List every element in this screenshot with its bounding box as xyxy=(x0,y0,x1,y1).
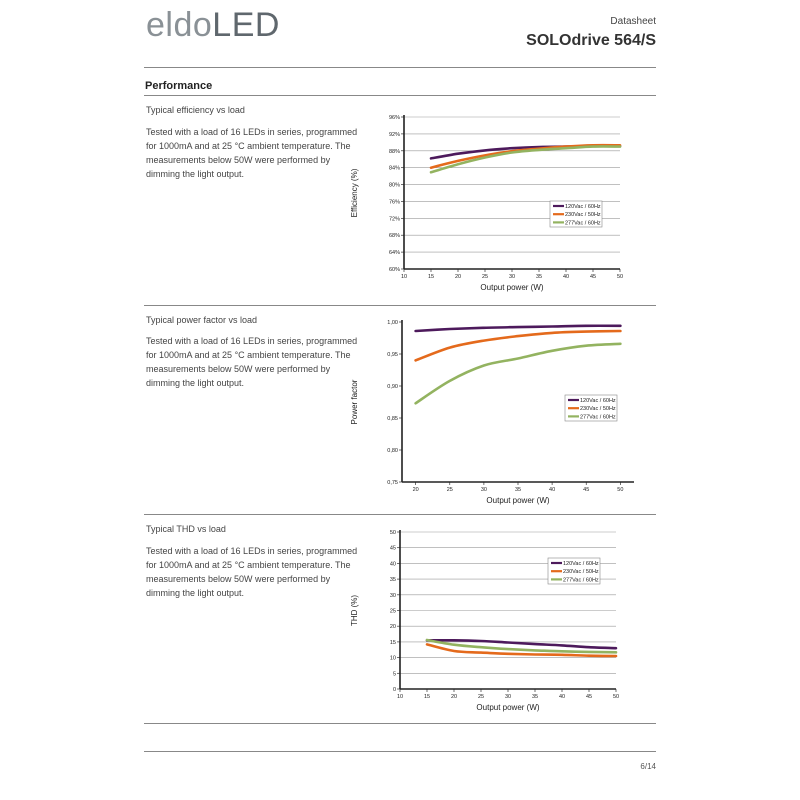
y-tick-label: 1,00 xyxy=(387,320,398,326)
legend-label-0: 120Vac / 60Hz xyxy=(580,398,616,404)
y-tick-label: 20 xyxy=(390,624,396,630)
x-tick-label: 50 xyxy=(617,274,623,280)
x-tick-label: 45 xyxy=(590,274,596,280)
x-tick-label: 30 xyxy=(505,694,511,700)
series-line-2 xyxy=(425,638,618,654)
x-tick-label: 15 xyxy=(424,694,430,700)
power-factor-block-title: Typical power factor vs load xyxy=(146,315,258,325)
legend-label-0: 120Vac / 60Hz xyxy=(565,204,601,210)
thd-chart: 0 5 10 15 20 25 30 35 40 45 50 10 15 20 25 30 35 40 45 50 Ou… xyxy=(350,530,619,712)
x-axis-label: Output power (W) xyxy=(480,283,543,292)
document-type: Datasheet xyxy=(610,16,656,27)
footer-divider xyxy=(144,751,656,752)
series-line-1 xyxy=(425,643,618,658)
logo-text-strong: LED xyxy=(212,6,280,44)
legend-label-2: 277Vac / 60Hz xyxy=(565,220,601,226)
y-tick-label: 5 xyxy=(393,671,396,677)
x-tick-label: 10 xyxy=(401,274,407,280)
x-tick-label: 50 xyxy=(613,694,619,700)
efficiency-chart: 60% 64% 68% 72% 76% 80% 84% 88% 92% 96% 10 15 20 25 30… xyxy=(350,115,623,292)
block-divider-2 xyxy=(144,514,656,515)
efficiency-block-title: Typical efficiency vs load xyxy=(146,105,245,115)
block-divider-1 xyxy=(144,305,656,306)
y-axis-label: THD (%) xyxy=(350,595,359,626)
y-tick-label: 68% xyxy=(389,233,400,239)
y-tick-label: 0 xyxy=(393,687,396,693)
legend-label-2: 277Vac / 60Hz xyxy=(580,414,616,420)
brand-logo: eldoLED xyxy=(146,6,280,45)
section-divider xyxy=(144,95,656,96)
y-tick-label: 0,90 xyxy=(387,384,398,390)
x-tick-label: 50 xyxy=(617,487,623,493)
y-tick-label: 84% xyxy=(389,166,400,172)
y-tick-label: 92% xyxy=(389,132,400,138)
x-tick-label: 30 xyxy=(509,274,515,280)
legend-label-0: 120Vac / 60Hz xyxy=(563,561,599,567)
x-tick-label: 35 xyxy=(515,487,521,493)
efficiency-block-description: Tested with a load of 16 LEDs in series,… xyxy=(146,127,358,179)
y-tick-label: 88% xyxy=(389,149,400,155)
x-tick-label: 10 xyxy=(397,694,403,700)
x-tick-label: 20 xyxy=(455,274,461,280)
y-tick-label: 96% xyxy=(389,115,400,121)
y-tick-label: 50 xyxy=(390,530,396,536)
product-name: SOLOdrive 564/S xyxy=(526,32,656,49)
x-tick-label: 25 xyxy=(478,694,484,700)
x-tick-label: 35 xyxy=(536,274,542,280)
page-number: 6/14 xyxy=(640,762,656,771)
y-tick-label: 76% xyxy=(389,199,400,205)
x-tick-label: 40 xyxy=(559,694,565,700)
thd-block-description: Tested with a load of 16 LEDs in series,… xyxy=(146,546,358,598)
y-tick-label: 35 xyxy=(390,577,396,583)
y-tick-label: 45 xyxy=(390,546,396,552)
x-tick-label: 25 xyxy=(447,487,453,493)
x-tick-label: 45 xyxy=(583,487,589,493)
power-factor-block-description: Tested with a load of 16 LEDs in series,… xyxy=(146,336,358,388)
y-tick-label: 64% xyxy=(389,250,400,256)
y-tick-label: 0,95 xyxy=(387,352,398,358)
section-title: Performance xyxy=(145,80,213,92)
x-tick-label: 40 xyxy=(549,487,555,493)
x-axis-label: Output power (W) xyxy=(476,703,539,712)
x-tick-label: 25 xyxy=(482,274,488,280)
legend-label-1: 230Vac / 50Hz xyxy=(565,212,601,218)
power-factor-chart: 0,75 0,80 0,85 0,90 0,95 1,00 20 25 30 35 40 45 50 Ou… xyxy=(350,320,634,505)
x-tick-label: 30 xyxy=(481,487,487,493)
thd-block-title: Typical THD vs load xyxy=(146,524,226,534)
y-tick-label: 40 xyxy=(390,561,396,567)
y-tick-label: 80% xyxy=(389,183,400,189)
y-tick-label: 15 xyxy=(390,640,396,646)
logo-text-light: eldo xyxy=(146,6,213,44)
x-tick-label: 35 xyxy=(532,694,538,700)
y-tick-label: 0,80 xyxy=(387,448,398,454)
x-tick-label: 20 xyxy=(413,487,419,493)
y-axis-label: Efficiency (%) xyxy=(350,168,359,217)
series-line-0 xyxy=(425,638,618,650)
x-tick-label: 15 xyxy=(428,274,434,280)
x-tick-label: 40 xyxy=(563,274,569,280)
header-divider xyxy=(144,67,656,68)
y-tick-label: 60% xyxy=(389,267,400,273)
series-line-2 xyxy=(414,342,622,405)
legend-label-1: 230Vac / 50Hz xyxy=(580,406,616,412)
block-divider-3 xyxy=(144,723,656,724)
legend-label-1: 230Vac / 50Hz xyxy=(563,569,599,575)
legend-label-2: 277Vac / 60Hz xyxy=(563,577,599,583)
series-line-0 xyxy=(414,324,622,333)
x-tick-label: 20 xyxy=(451,694,457,700)
y-tick-label: 0,75 xyxy=(387,480,398,486)
y-tick-label: 25 xyxy=(390,609,396,615)
y-axis-label: Power factor xyxy=(350,379,359,424)
x-axis-label: Output power (W) xyxy=(486,496,549,505)
x-tick-label: 45 xyxy=(586,694,592,700)
series-line-2 xyxy=(429,145,622,174)
y-tick-label: 10 xyxy=(390,656,396,662)
series-line-1 xyxy=(414,329,622,362)
y-tick-label: 30 xyxy=(390,593,396,599)
y-tick-label: 0,85 xyxy=(387,416,398,422)
y-tick-label: 72% xyxy=(389,216,400,222)
